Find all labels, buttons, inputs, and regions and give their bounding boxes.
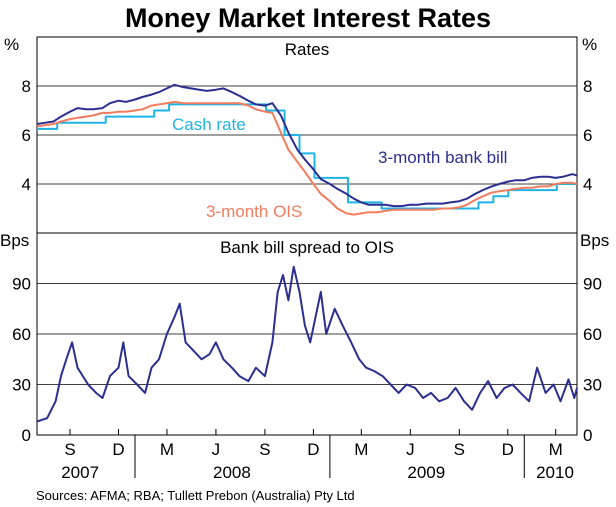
top-right-unit: % — [582, 35, 597, 54]
series-line-3-month-ois — [36, 100, 578, 216]
bottom-panel-title: Bank bill spread to OIS — [220, 238, 394, 257]
x-tick-label: D — [307, 440, 319, 459]
series-line-3-month-bank-bill — [36, 83, 578, 208]
chart-title: Money Market Interest Rates — [125, 3, 491, 33]
y-tick-label-right: 60 — [583, 325, 602, 344]
x-tick-label: M — [549, 440, 563, 459]
gridlines — [37, 85, 577, 385]
y-tick-label-left: 0 — [22, 426, 31, 445]
year-label: 2010 — [536, 463, 574, 482]
x-tick-label: D — [502, 440, 514, 459]
bottom-left-unit: Bps — [0, 231, 29, 250]
y-tick-label-right: 6 — [583, 126, 592, 145]
bank-bill-label: 3-month bank bill — [378, 148, 507, 167]
source-note: Sources: AFMA; RBA; Tullett Prebon (Aust… — [36, 488, 355, 503]
cash-rate-label: Cash rate — [172, 115, 246, 134]
x-tick-label: J — [212, 440, 221, 459]
year-label: 2007 — [61, 463, 99, 482]
x-tick-label: M — [354, 440, 368, 459]
top-panel-title: Rates — [285, 40, 329, 59]
series-line-cash-rate — [37, 103, 577, 210]
series-line-spread — [36, 265, 578, 423]
y-tick-label-right: 4 — [583, 175, 592, 194]
x-tick-label: S — [259, 440, 270, 459]
y-tick-label-left: 6 — [22, 126, 31, 145]
ois-label: 3-month OIS — [206, 202, 302, 221]
y-tick-label-left: 60 — [12, 325, 31, 344]
x-tick-label: M — [160, 440, 174, 459]
plot-frame — [36, 36, 578, 436]
x-tick-label: J — [406, 440, 415, 459]
y-tick-label-left: 30 — [12, 376, 31, 395]
x-tick-label: S — [454, 440, 465, 459]
y-tick-label-right: 0 — [583, 426, 592, 445]
axis-ticks: 4 4 6 6 8 8 0 0 30 30 60 60 90 90 S D M J S D M J S D M 2007 2008 2… — [12, 77, 602, 482]
year-label: 2009 — [407, 463, 445, 482]
y-tick-label-left: 90 — [12, 275, 31, 294]
series-lines — [36, 83, 578, 423]
top-left-unit: % — [4, 35, 19, 54]
year-label: 2008 — [213, 463, 251, 482]
y-tick-label-left: 4 — [22, 175, 31, 194]
y-tick-label-right: 8 — [583, 77, 592, 96]
y-tick-label-right: 30 — [583, 376, 602, 395]
y-tick-label-left: 8 — [22, 77, 31, 96]
x-tick-label: S — [64, 440, 75, 459]
y-tick-label-right: 90 — [583, 275, 602, 294]
x-tick-label: D — [112, 440, 124, 459]
bottom-right-unit: Bps — [580, 231, 609, 250]
